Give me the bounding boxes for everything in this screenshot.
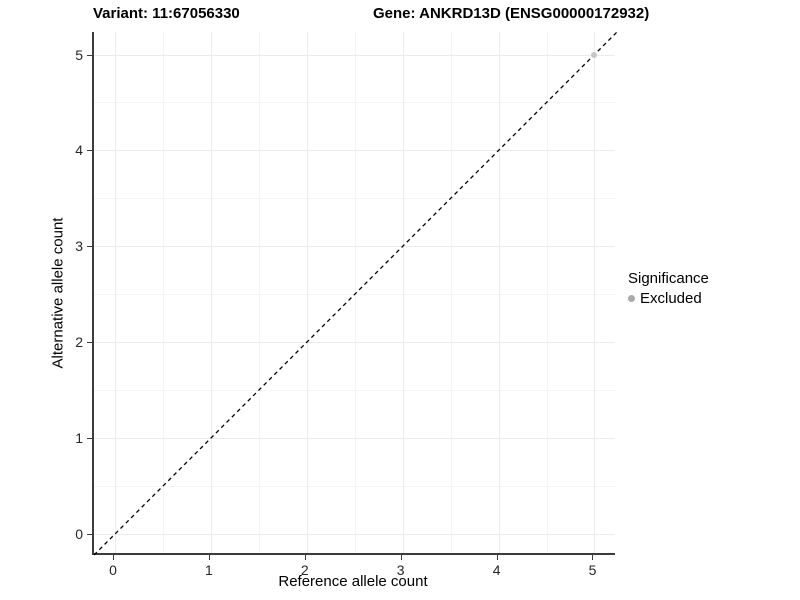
plot-title-variant: Variant: 11:67056330 <box>93 5 240 22</box>
y-tick-mark <box>87 533 92 535</box>
legend-title: Significance <box>628 270 709 287</box>
x-tick-mark <box>592 555 594 560</box>
y-tick-mark <box>87 150 92 152</box>
gridline-major-v <box>402 32 404 553</box>
y-tick-mark <box>87 54 92 56</box>
gridline-major-h <box>94 246 615 248</box>
x-tick-label: 0 <box>109 562 117 578</box>
x-axis-title: Reference allele count <box>278 573 428 590</box>
gridline-major-v <box>306 32 308 553</box>
y-tick-label: 4 <box>75 142 83 159</box>
gridline-minor-v <box>546 32 548 553</box>
legend: Significance Excluded <box>628 270 709 307</box>
gridline-minor-v <box>163 32 165 553</box>
identity-line <box>93 31 618 556</box>
legend-key-dot-icon <box>628 295 635 302</box>
gridline-major-v <box>498 32 500 553</box>
y-tick-label: 3 <box>75 238 83 255</box>
plot-panel <box>92 31 618 556</box>
y-tick-label: 5 <box>75 46 83 63</box>
gridline-minor-h <box>94 390 615 392</box>
gridline-major-h <box>94 150 615 152</box>
y-tick-mark <box>87 246 92 248</box>
gridline-major-v <box>115 32 117 553</box>
x-tick-label: 1 <box>205 562 213 578</box>
legend-item-label: Excluded <box>640 290 702 307</box>
gridline-major-h <box>94 342 615 344</box>
legend-item-excluded: Excluded <box>628 290 709 307</box>
data-point-excluded <box>591 51 598 58</box>
gridline-minor-h <box>94 485 615 487</box>
x-tick-label: 3 <box>396 562 405 578</box>
x-tick-mark <box>304 555 306 560</box>
gridline-major-v <box>594 32 596 553</box>
x-tick-label: 2 <box>300 562 309 578</box>
x-tick-mark <box>496 555 498 560</box>
gridline-minor-v <box>354 32 356 553</box>
gridline-minor-h <box>94 198 615 200</box>
y-tick-label: 1 <box>75 430 83 447</box>
y-tick-label: 2 <box>75 334 83 351</box>
gridline-major-h <box>94 533 615 535</box>
gridline-major-h <box>94 438 615 440</box>
y-tick-mark <box>87 342 92 344</box>
y-tick-mark <box>87 438 92 440</box>
x-tick-mark <box>113 555 115 560</box>
gridline-minor-v <box>258 32 260 553</box>
plot-title-gene: Gene: ANKRD13D (ENSG00000172932) <box>373 5 650 22</box>
y-tick-label: 0 <box>75 525 83 542</box>
gridline-major-v <box>210 32 212 553</box>
x-tick-label: 5 <box>588 562 597 578</box>
x-tick-mark <box>208 555 210 560</box>
y-axis-title: Alternative allele count <box>49 217 67 369</box>
gridline-minor-v <box>450 32 452 553</box>
gridline-minor-h <box>94 102 615 104</box>
x-tick-label: 4 <box>492 562 501 578</box>
gridline-major-h <box>94 54 615 56</box>
x-tick-mark <box>400 555 402 560</box>
